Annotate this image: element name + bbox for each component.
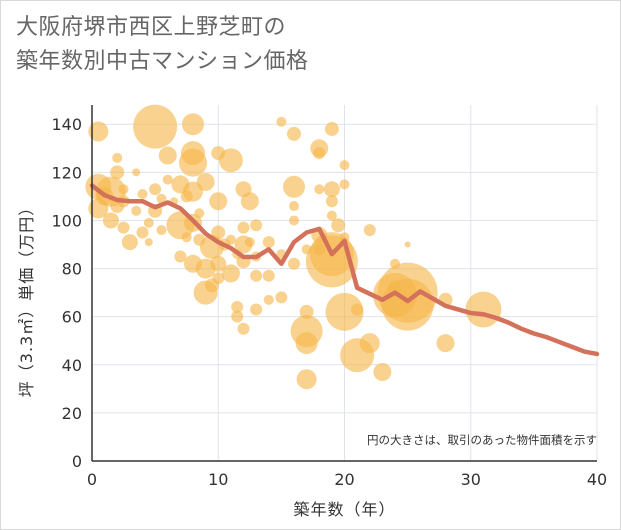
bubble [244, 237, 255, 248]
bubble [339, 179, 350, 190]
bubble-size-note: 円の大きさは、取引のあった物件面積を示す [367, 433, 597, 447]
bubble [117, 221, 130, 234]
bubble [314, 184, 325, 195]
bubble [325, 292, 364, 331]
x-tick-label: 30 [461, 470, 481, 489]
y-tick-label: 60 [62, 308, 82, 327]
bubble [194, 208, 205, 219]
average-price-line [89, 183, 600, 357]
x-tick-label: 10 [208, 470, 228, 489]
bubble [325, 195, 338, 208]
bubble [263, 294, 274, 305]
bubble [351, 303, 364, 316]
bubble [131, 205, 142, 216]
bubble [404, 241, 411, 248]
bubble [231, 301, 244, 314]
bubble [110, 165, 125, 180]
bubble [221, 264, 240, 283]
bubble [323, 181, 340, 198]
y-axis-label: 坪（3.3㎡）単価（万円） [17, 199, 36, 397]
bubble [313, 147, 326, 160]
bubble [287, 126, 301, 141]
bubble [436, 334, 455, 353]
bubble [363, 224, 376, 237]
bubble [262, 236, 275, 249]
chart-title-line-2: 築年数別中古マンション価格 [16, 49, 309, 74]
x-tick-label: 40 [587, 470, 607, 489]
x-tick-label: 20 [334, 470, 354, 489]
bubble [289, 201, 299, 212]
bubble [339, 232, 350, 243]
bubble [132, 168, 141, 177]
x-axis-label: 築年数（年） [293, 500, 395, 519]
bubble [299, 304, 314, 319]
bubble [102, 212, 119, 229]
bubble [295, 332, 318, 355]
bubble [133, 104, 178, 149]
chart-title-line-1: 大阪府堺市西区上野芝町の [16, 15, 287, 40]
bubble [162, 174, 173, 185]
bubble [275, 291, 288, 304]
chart-title: 大阪府堺市西区上野芝町の 築年数別中古マンション価格 [16, 11, 309, 79]
bubble [118, 184, 129, 195]
bubble [179, 148, 207, 177]
y-tick-label: 120 [51, 163, 82, 182]
bubble [209, 192, 228, 211]
bubble [283, 175, 305, 198]
bubble [156, 225, 167, 236]
bubble [225, 234, 236, 245]
bubble [210, 255, 227, 272]
bubble [276, 116, 287, 127]
bubble [237, 221, 250, 234]
bubble [250, 269, 263, 282]
bubble [240, 192, 259, 211]
bubble [373, 363, 392, 381]
bubble [182, 113, 204, 136]
bubble [218, 148, 243, 173]
bubble [88, 121, 109, 142]
y-tick-label: 20 [62, 404, 82, 423]
y-tick-label: 40 [62, 356, 82, 375]
bubble [137, 189, 148, 199]
bubble [112, 152, 123, 163]
bubble [339, 160, 350, 171]
bubble [465, 291, 502, 328]
bubble [196, 172, 215, 191]
bubble [143, 217, 154, 228]
bubble [359, 333, 380, 354]
bubble [289, 215, 299, 226]
bubble [158, 146, 177, 165]
bubble [250, 303, 263, 316]
bubble [121, 234, 138, 251]
bubble [250, 219, 263, 232]
y-tick-label: 100 [51, 211, 82, 230]
y-tick-label: 140 [51, 115, 82, 134]
bubble [156, 193, 167, 204]
bubble [262, 269, 275, 282]
x-tick-label: 0 [87, 470, 97, 489]
bubble [136, 226, 149, 239]
bubble [326, 210, 337, 221]
bubble [377, 262, 438, 323]
average-price-line-group [89, 183, 600, 357]
bubble [231, 310, 244, 323]
bubble [149, 183, 162, 196]
bubble [212, 272, 225, 285]
bubble [324, 122, 339, 137]
bubble [331, 218, 346, 233]
bubble [237, 322, 250, 335]
bubble [296, 369, 317, 390]
axes [91, 105, 597, 462]
bubble [181, 232, 192, 243]
bubble [144, 238, 153, 247]
y-tick-label: 0 [72, 452, 82, 471]
bubble [174, 250, 187, 263]
y-tick-label: 80 [62, 260, 82, 279]
tick-labels: 0 10 20 30 40 0 20 40 60 80 100 120 140 [51, 115, 607, 489]
bubble [288, 257, 300, 270]
bubble [211, 225, 226, 240]
